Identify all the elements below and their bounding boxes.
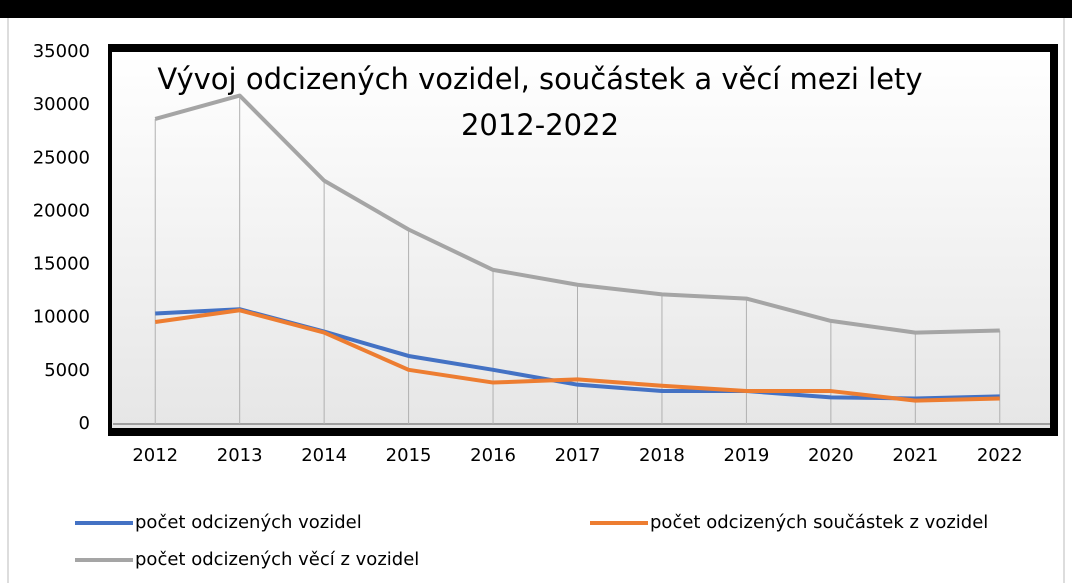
x-tick-label: 2019: [724, 445, 770, 466]
y-tick-label: 20000: [33, 200, 90, 221]
y-tick-label: 10000: [33, 307, 90, 328]
y-tick-label: 15000: [33, 254, 90, 275]
y-tick-label: 5000: [44, 360, 90, 381]
plot-area: [112, 52, 1050, 428]
x-tick-label: 2017: [555, 445, 601, 466]
x-tick-label: 2018: [639, 445, 685, 466]
y-tick-label: 25000: [33, 147, 90, 168]
x-tick-label: 2015: [386, 445, 432, 466]
y-tick-label: 35000: [33, 41, 90, 62]
legend-label: počet odcizených součástek z vozidel: [650, 512, 988, 533]
y-tick-label: 0: [79, 413, 90, 434]
x-tick-label: 2013: [217, 445, 263, 466]
series-line: [154, 93, 1000, 335]
x-tick-label: 2022: [977, 445, 1023, 466]
x-tick-label: 2014: [301, 445, 347, 466]
legend-label: počet odcizených vozidel: [135, 512, 362, 533]
x-tick-label: 2016: [470, 445, 516, 466]
x-tick-label: 2020: [808, 445, 854, 466]
legend-label: počet odcizených věcí z vozidel: [135, 549, 419, 570]
series-line: [154, 308, 1000, 403]
top-bar: [0, 0, 1072, 18]
x-tick-label: 2012: [132, 445, 178, 466]
chart-title: Vývoj odcizených vozidel, součástek a vě…: [157, 62, 923, 142]
y-tick-label: 30000: [33, 94, 90, 115]
x-tick-label: 2021: [892, 445, 938, 466]
